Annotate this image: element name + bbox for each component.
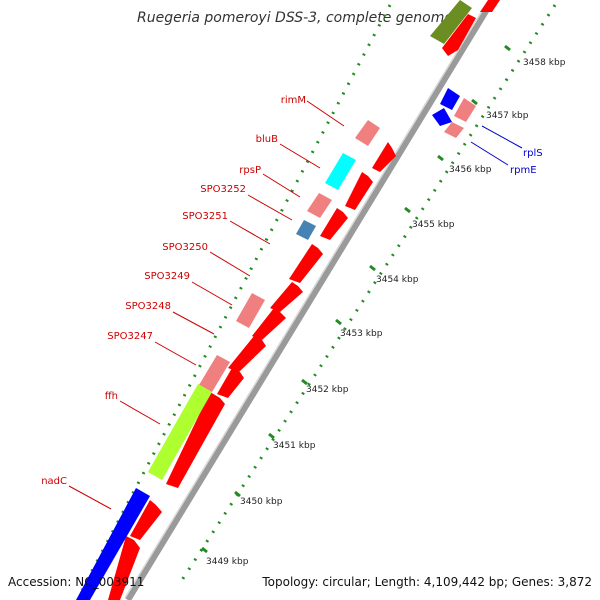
gene-olive[interactable] (430, 0, 472, 44)
gene-forward[interactable] (130, 500, 162, 540)
gene-pseudo-small[interactable] (454, 98, 476, 122)
label-connector (481, 125, 523, 149)
map-title: Ruegeria pomeroyi DSS-3, complete genome (137, 10, 453, 26)
tick-mark (301, 378, 308, 386)
tick-label: 3452 kbp (306, 385, 349, 395)
gene-forward[interactable] (289, 244, 323, 283)
gene-label[interactable]: SPO3249 (144, 271, 190, 282)
inner-dotted-guide (80, 4, 392, 591)
topology-text: Topology: circular; Length: 4,109,442 bp… (261, 575, 592, 589)
label-connector (172, 311, 215, 335)
gene-forward[interactable] (166, 392, 225, 488)
label-connector (470, 141, 509, 166)
gene-pseudo[interactable] (199, 355, 230, 392)
label-connector (191, 281, 233, 306)
gene-pseudo[interactable] (307, 193, 332, 218)
gene-label[interactable]: SPO3248 (125, 301, 171, 312)
tick-label: 3453 kbp (340, 329, 383, 339)
tick-label: 3457 kbp (486, 111, 529, 121)
gene-forward[interactable] (270, 282, 303, 312)
gene-label[interactable]: bluB (256, 134, 278, 145)
reverse-strand-features (76, 0, 472, 600)
gene-label[interactable]: SPO3250 (162, 242, 208, 253)
left-gene-labels: rimM bluB rpsP SPO3252 SPO3251 SPO3250 S… (41, 95, 345, 510)
gene-label[interactable]: nadC (41, 476, 67, 487)
tick-mark (335, 318, 342, 326)
gene-label[interactable]: SPO3251 (182, 211, 228, 222)
forward-strand-features (108, 0, 500, 600)
gene-label[interactable]: SPO3247 (107, 331, 153, 342)
backbone-highlight (124, 5, 486, 599)
tick-mark (471, 98, 478, 106)
accession-text: Accession: NC_003911 (8, 575, 144, 589)
gene-forward[interactable] (320, 208, 348, 240)
label-connector (119, 400, 161, 425)
label-connector (247, 194, 293, 221)
gene-pseudo-small[interactable] (444, 122, 464, 138)
gene-green[interactable] (148, 384, 212, 480)
tick-label: 3455 kbp (412, 220, 455, 230)
gene-label[interactable]: rpsP (239, 165, 261, 176)
label-connector (279, 143, 321, 169)
tick-label: 3456 kbp (449, 165, 492, 175)
gene-label[interactable]: rplS (523, 148, 543, 159)
gene-blue-small[interactable] (432, 108, 452, 126)
label-connector (262, 173, 301, 198)
gene-blue[interactable] (76, 488, 150, 600)
gene-blue-small[interactable] (440, 88, 460, 110)
tick-label: 3451 kbp (273, 441, 316, 451)
label-connector (306, 100, 345, 127)
gene-forward[interactable] (480, 0, 500, 12)
backbone-line (125, 6, 491, 600)
outer-dotted-guide (180, 4, 557, 581)
gene-steelblue[interactable] (296, 220, 316, 240)
gene-pseudo[interactable] (355, 120, 380, 146)
tick-label: 3458 kbp (523, 58, 566, 68)
tick-mark (369, 264, 376, 272)
label-connector (229, 220, 271, 245)
scale-ticks: 3449 kbp 3450 kbp 3451 kbp 3452 kbp 3453… (201, 44, 566, 567)
label-connector (68, 485, 112, 510)
gene-forward[interactable] (228, 336, 266, 372)
gene-cyan[interactable] (325, 153, 356, 190)
gene-label[interactable]: ffh (105, 391, 118, 402)
gene-label[interactable]: SPO3252 (200, 184, 246, 195)
tick-mark (404, 206, 411, 214)
gene-forward[interactable] (372, 142, 396, 172)
gene-label[interactable]: rpmE (510, 165, 537, 176)
tick-mark (504, 44, 511, 52)
tick-label: 3449 kbp (206, 557, 249, 567)
gene-forward[interactable] (108, 536, 140, 600)
tick-label: 3454 kbp (376, 275, 419, 285)
right-cluster-features (432, 88, 476, 138)
right-gene-labels: rplS rpmE (470, 125, 543, 176)
label-connector (209, 251, 251, 277)
tick-label: 3450 kbp (240, 497, 283, 507)
tick-mark (201, 546, 208, 554)
tick-mark (437, 154, 444, 162)
tick-mark (234, 490, 241, 498)
gene-pseudo[interactable] (236, 293, 265, 328)
gene-forward[interactable] (217, 368, 244, 398)
label-connector (154, 341, 197, 366)
gene-forward[interactable] (442, 14, 476, 56)
gene-forward[interactable] (345, 172, 373, 210)
gene-label[interactable]: rimM (281, 95, 306, 106)
gene-forward[interactable] (252, 308, 286, 340)
tick-mark (268, 432, 275, 440)
